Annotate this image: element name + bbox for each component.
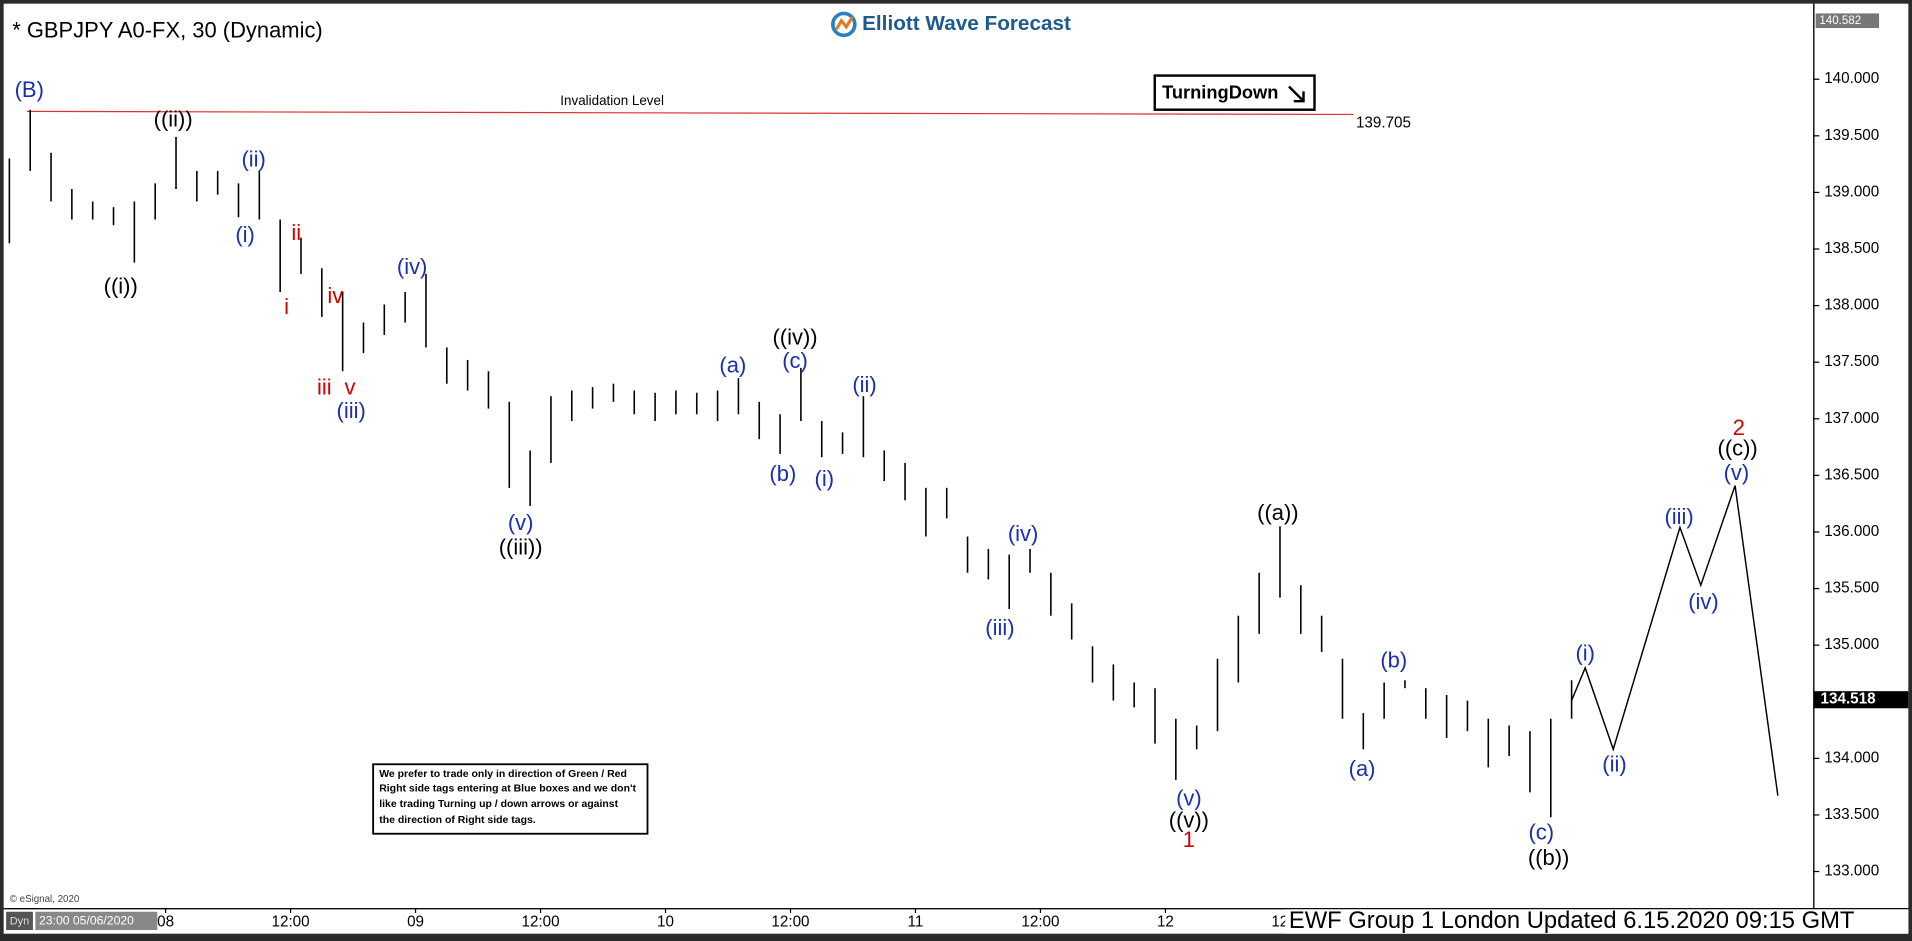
note-box <box>372 763 649 835</box>
wave-label: ((b)) <box>1528 845 1569 870</box>
invalidation-value: 139.705 <box>1356 115 1411 132</box>
generated: 133.000133.500134.000134.500135.000135.5… <box>8 13 1909 931</box>
badge-text: TurningDown <box>1162 82 1278 103</box>
x-tick-label: 10 <box>657 914 674 931</box>
note-line: Right side tags entering at Blue boxes a… <box>379 783 636 794</box>
wave-label: 2 <box>1733 415 1745 440</box>
last-price-box <box>1814 691 1909 709</box>
wave-label: (ii) <box>241 147 265 172</box>
price-axis <box>1814 3 1909 909</box>
y-tick-label: 137.500 <box>1824 353 1879 370</box>
y-tick-label: 139.500 <box>1824 127 1879 144</box>
x-tick-label: 12:00 <box>771 914 809 931</box>
wave-label: (c) <box>1529 820 1555 845</box>
y-tick-label: 138.500 <box>1824 240 1879 257</box>
wave-label: (iii) <box>337 398 366 423</box>
footer-bg <box>1285 909 1909 934</box>
wave-label: (a) <box>1349 756 1376 781</box>
wave-label: (v) <box>508 510 534 535</box>
wave-label: v <box>344 375 355 400</box>
wave-label: (a) <box>719 353 746 378</box>
badge-arrow <box>1288 85 1305 103</box>
wave-label: (c) <box>782 348 808 373</box>
wave-label: (v) <box>1176 785 1202 810</box>
y-tick-label: 137.000 <box>1824 410 1879 427</box>
start-box <box>35 911 158 931</box>
logo-icon <box>835 16 854 31</box>
wave-label: ii <box>291 220 301 245</box>
x-tick-label: 08 <box>157 914 174 931</box>
x-tick-label: 12:00 <box>1021 914 1059 931</box>
top-price-box <box>1815 13 1880 29</box>
note-line: the direction of Right side tags. <box>379 815 536 826</box>
y-tick-label: 133.500 <box>1824 806 1879 823</box>
copyright: © eSignal, 2020 <box>10 894 80 905</box>
logo-icon <box>831 11 857 38</box>
y-tick-label: 134.000 <box>1824 749 1879 766</box>
y-tick-label: 136.500 <box>1824 466 1879 483</box>
wave-label: (b) <box>1380 648 1407 673</box>
y-tick-label: 138.000 <box>1824 297 1879 314</box>
top-price-label: 140.582 <box>1819 15 1861 27</box>
y-tick-label: 135.000 <box>1824 636 1879 653</box>
x-tick-label: 12:00 <box>272 914 310 931</box>
note-line: We prefer to trade only in direction of … <box>379 769 627 780</box>
invalidation-line <box>26 110 1354 116</box>
wave-label: ((v)) <box>1169 807 1209 832</box>
chart-title: * GBPJPY A0-FX, 30 (Dynamic) <box>12 17 323 42</box>
wave-label: (iv) <box>397 254 427 279</box>
dyn-label: Dyn <box>10 915 30 927</box>
wave-label: iii <box>317 375 332 400</box>
wave-label: (iv) <box>1688 589 1718 614</box>
wave-label: ((c)) <box>1718 436 1758 461</box>
wave-label: 1 <box>1183 827 1195 852</box>
x-tick-label: 12 <box>1157 914 1174 931</box>
y-tick-label: 135.500 <box>1824 580 1879 597</box>
wave-label: (ii) <box>1602 751 1626 776</box>
wave-label: (b) <box>769 461 796 486</box>
last-price-label: 134.518 <box>1821 691 1876 708</box>
wave-label: (iii) <box>1664 504 1693 529</box>
wave-label: (ii) <box>852 372 876 397</box>
wave-label: (B) <box>15 77 44 102</box>
x-tick-label: 12:00 <box>521 914 559 931</box>
start-label: 23:00 05/06/2020 <box>39 914 134 928</box>
wave-label: ((iii)) <box>499 534 543 559</box>
wave-label: i <box>284 294 289 319</box>
wave-label: (i) <box>815 466 835 491</box>
wave-label: ((ii)) <box>154 106 193 131</box>
y-tick-label: 139.000 <box>1824 183 1879 200</box>
footer: EWF Group 1 London Updated 6.15.2020 09:… <box>1289 907 1855 934</box>
x-tick-label: 09 <box>407 914 424 931</box>
wave-label: (v) <box>1724 460 1750 485</box>
badge: TurningDown <box>1153 74 1316 111</box>
invalidation-label: Invalidation Level <box>560 93 664 108</box>
wave-label: ((iv)) <box>772 325 817 350</box>
plot-area <box>3 3 1814 909</box>
y-tick-label: 133.000 <box>1824 863 1879 880</box>
y-tick-label: 140.000 <box>1824 70 1879 87</box>
logo-text: Elliott Wave Forecast <box>862 12 1071 35</box>
wave-label: ((a)) <box>1257 500 1298 525</box>
wave-label: iv <box>327 283 343 308</box>
note: We prefer to trade only in direction of … <box>372 763 649 835</box>
badge-box <box>1153 74 1316 111</box>
dyn-box <box>6 911 33 931</box>
y-tick-label: 136.000 <box>1824 523 1879 540</box>
wave-label: (iv) <box>1008 521 1038 546</box>
x-tick-label: 11 <box>908 914 924 931</box>
logo: Elliott Wave Forecast <box>831 11 1071 38</box>
wave-label: (i) <box>1575 640 1595 665</box>
projection-line <box>1570 485 1779 796</box>
note-line: like trading Turning up / down arrows or… <box>379 799 618 810</box>
wave-label: (i) <box>235 222 255 247</box>
wave-label: (iii) <box>985 615 1014 640</box>
wave-label: ((i)) <box>104 273 138 298</box>
